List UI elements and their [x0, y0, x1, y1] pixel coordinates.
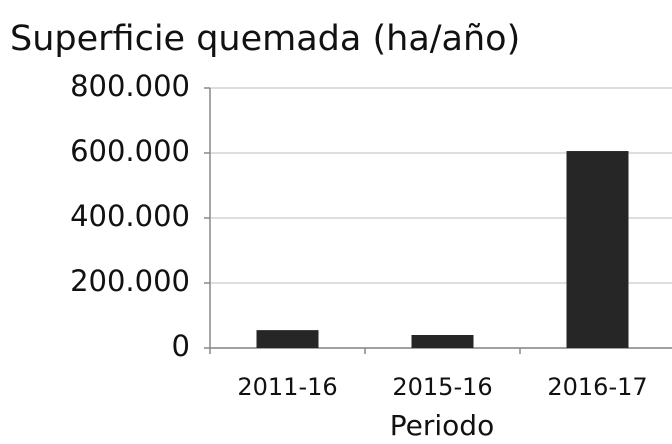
y-tick-label: 800.000	[70, 69, 190, 103]
x-tick-label: 2015-16	[392, 373, 492, 401]
x-axis-label: Periodo	[390, 409, 494, 442]
chart-title: Superficie quemada (ha/año)	[10, 19, 520, 59]
bar	[411, 335, 474, 348]
x-tick-label: 2016-17	[547, 373, 647, 401]
y-tick-label: 200.000	[70, 264, 190, 298]
x-tick-label: 2011-16	[237, 373, 337, 401]
bar	[256, 330, 319, 348]
y-tick-label: 600.000	[70, 134, 190, 168]
y-tick-label: 400.000	[70, 199, 190, 233]
bar	[566, 151, 629, 348]
y-tick-label: 0	[172, 329, 190, 363]
